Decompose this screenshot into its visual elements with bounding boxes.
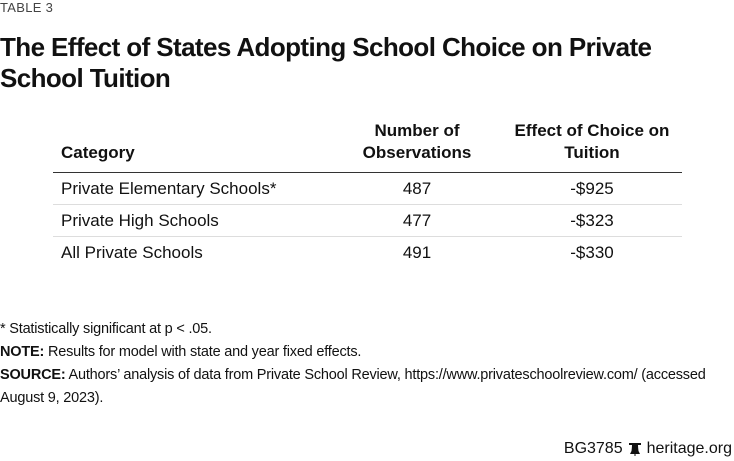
- observations-cell: 491: [402, 242, 432, 262]
- table-label: TABLE 3: [0, 0, 54, 15]
- source-label: SOURCE:: [0, 367, 66, 383]
- header-effect: Effect of Choice on Tuition: [502, 120, 682, 173]
- table-row: Private High Schools 477 -$323: [53, 204, 682, 237]
- footnotes: * Statistically significant at p < .05. …: [0, 318, 734, 410]
- report-code: BG3785: [563, 440, 623, 457]
- effect-cell: -$323: [502, 204, 682, 237]
- footer: BG3785 heritage.org: [564, 440, 732, 458]
- category-cell: Private High Schools: [53, 204, 332, 237]
- effect-cell: -$925: [502, 172, 682, 205]
- page-title: The Effect of States Adopting School Cho…: [0, 32, 652, 93]
- category-cell: All Private Schools: [61, 242, 203, 262]
- observations-cell: 487: [332, 172, 502, 205]
- table-header-row: Category Number of Observations Effect o…: [53, 120, 682, 173]
- category-cell: Private Elementary Schools*: [53, 172, 332, 205]
- table-row: All Private Schools 491 -$330: [53, 237, 682, 269]
- header-observations: Number of Observations: [332, 120, 502, 173]
- header-category: Category: [53, 120, 332, 173]
- source: SOURCE: Authors’ analysis of data from P…: [0, 364, 734, 410]
- observations-cell: 477: [332, 204, 502, 237]
- note-label: NOTE:: [0, 344, 45, 360]
- note-text: Results for model with state and year fi…: [44, 344, 362, 360]
- source-text: Authors’ analysis of data from Private S…: [0, 367, 706, 406]
- site-name: heritage.org: [646, 440, 732, 457]
- table-row: Private Elementary Schools* 487 -$925: [53, 172, 682, 205]
- liberty-bell-icon: [628, 442, 641, 456]
- effect-cell: -$330: [570, 242, 614, 262]
- data-table: Category Number of Observations Effect o…: [53, 120, 682, 268]
- significance-note: * Statistically significant at p < .05.: [0, 321, 212, 337]
- note: NOTE: Results for model with state and y…: [0, 341, 734, 364]
